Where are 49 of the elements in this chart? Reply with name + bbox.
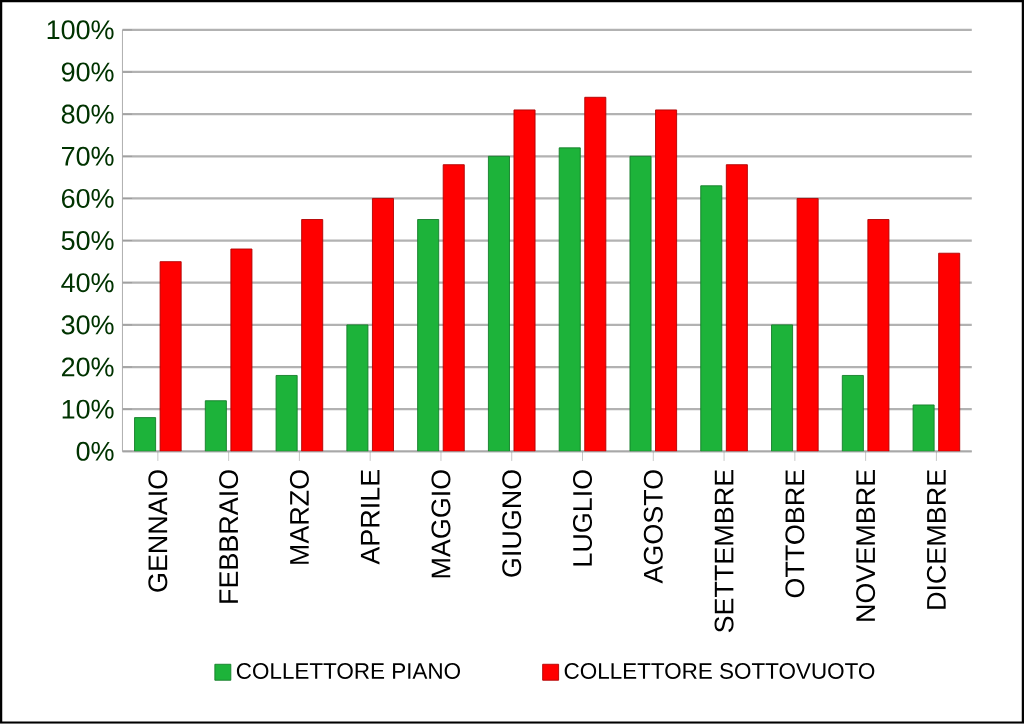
- x-tick-label: LUGLIO: [572, 470, 593, 566]
- y-tick-label: 90%: [61, 62, 114, 82]
- x-tick-label: DICEMBRE: [926, 470, 946, 609]
- y-tick-label: 80%: [61, 104, 114, 124]
- bar: [771, 324, 794, 452]
- x-tick-label: APRILE: [360, 470, 380, 565]
- bar: [725, 164, 748, 452]
- bar: [346, 324, 369, 452]
- bar: [513, 109, 536, 452]
- bar: [867, 219, 890, 452]
- x-tick-label: OTTOBRE: [785, 470, 805, 598]
- bar: [912, 404, 935, 452]
- x-tick-label: GENNAIO: [148, 470, 168, 592]
- y-tick-label: 70%: [62, 146, 114, 166]
- bar: [134, 417, 157, 452]
- y-tick-label: 30%: [61, 315, 114, 335]
- y-tick-label: 50%: [61, 231, 114, 251]
- y-tick-label: 20%: [61, 357, 114, 377]
- legend-label: COLLETTORE SOTTOVUOTO: [564, 663, 875, 680]
- bar: [301, 219, 324, 452]
- bar: [230, 248, 253, 452]
- y-tick-label: 60%: [62, 188, 114, 209]
- y-tick-label: 40%: [61, 273, 114, 293]
- x-tick-label: FEBBRAIO: [219, 470, 239, 603]
- x-tick-label: AGOSTO: [643, 470, 663, 584]
- bar: [558, 147, 581, 452]
- bar: [159, 261, 182, 452]
- bar: [584, 96, 607, 452]
- x-tick-label: MAGGIO: [431, 470, 451, 578]
- bar: [655, 109, 678, 452]
- bar: [204, 400, 227, 452]
- x-tick-label: GIUGNO: [502, 470, 522, 577]
- bar: [938, 252, 961, 452]
- bar: [275, 375, 298, 452]
- bar: [487, 155, 510, 452]
- x-tick-label: NOVEMBRE: [856, 470, 876, 621]
- bar: [796, 198, 819, 452]
- bar: [417, 219, 440, 452]
- bar: [841, 375, 864, 452]
- x-tick-label: SETTEMBRE: [714, 470, 734, 633]
- y-tick-label: 100%: [47, 20, 114, 40]
- bar: [371, 198, 394, 452]
- x-tick-label: MARZO: [289, 470, 309, 564]
- bar: [700, 185, 723, 452]
- bar: [442, 164, 465, 452]
- y-tick-label: 0%: [76, 441, 114, 461]
- legend-label: COLLETTORE PIANO: [236, 663, 461, 680]
- y-tick-label: 10%: [62, 399, 114, 419]
- bar: [629, 155, 652, 452]
